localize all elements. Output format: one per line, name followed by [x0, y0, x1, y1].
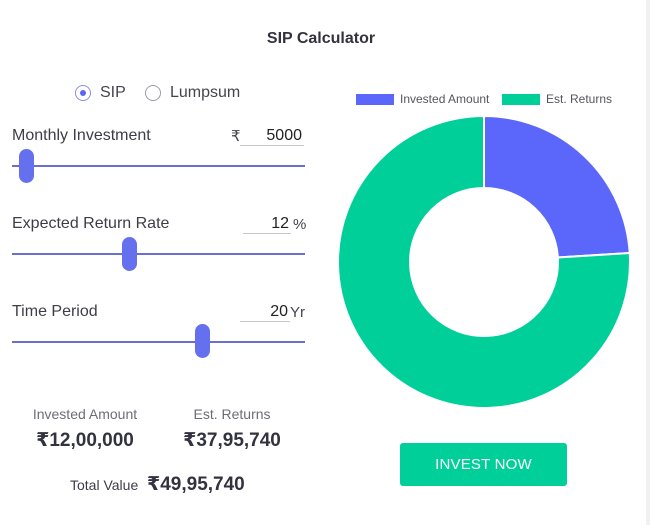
legend-invested[interactable]: Invested Amount — [356, 92, 489, 106]
return-rate-input[interactable] — [243, 215, 291, 234]
monthly-investment-slider-thumb[interactable] — [19, 149, 35, 183]
time-period-input[interactable] — [240, 303, 290, 322]
lumpsum-radio[interactable]: Lumpsum — [145, 84, 240, 102]
legend-invested-label: Invested Amount — [400, 92, 490, 106]
sip-radio-dot[interactable] — [75, 85, 91, 101]
donut-slice-returns[interactable] — [337, 115, 631, 409]
invested-amount-value: ₹12,00,000 — [36, 430, 134, 451]
panel-edge — [646, 0, 650, 525]
rupee-symbol: ₹ — [231, 128, 241, 145]
monthly-investment-label: Monthly Investment — [12, 127, 151, 144]
time-period-slider[interactable] — [12, 341, 305, 343]
donut-slice-invested[interactable] — [483, 115, 631, 259]
invested-amount-label: Invested Amount — [32, 406, 138, 422]
return-rate-slider-thumb[interactable] — [121, 237, 137, 271]
legend-returns-label: Est. Returns — [546, 92, 613, 106]
percent-unit: % — [293, 216, 307, 233]
est-returns-label: Est. Returns — [193, 406, 271, 422]
page-title: SIP Calculator — [266, 30, 376, 47]
lumpsum-radio-dot[interactable] — [145, 85, 161, 101]
donut-chart — [337, 115, 631, 409]
year-unit: Yr — [290, 304, 305, 321]
total-value-amount: ₹49,95,740 — [147, 474, 245, 495]
return-rate-slider[interactable] — [12, 253, 305, 255]
sip-radio-label: SIP — [100, 84, 126, 101]
est-returns-value: ₹37,95,740 — [183, 430, 281, 451]
return-rate-label: Expected Return Rate — [12, 215, 170, 232]
invest-now-button[interactable]: INVEST NOW — [400, 443, 567, 486]
sip-radio[interactable]: SIP — [75, 84, 126, 102]
monthly-investment-input[interactable] — [240, 127, 304, 146]
monthly-investment-slider[interactable] — [12, 165, 305, 167]
legend-invested-swatch — [356, 93, 394, 105]
time-period-slider-thumb[interactable] — [194, 324, 210, 358]
lumpsum-radio-label: Lumpsum — [170, 84, 241, 101]
legend-returns[interactable]: Est. Returns — [502, 92, 612, 106]
time-period-label: Time Period — [12, 303, 98, 320]
total-value-label: Total Value — [70, 477, 139, 493]
legend-returns-swatch — [502, 93, 540, 105]
